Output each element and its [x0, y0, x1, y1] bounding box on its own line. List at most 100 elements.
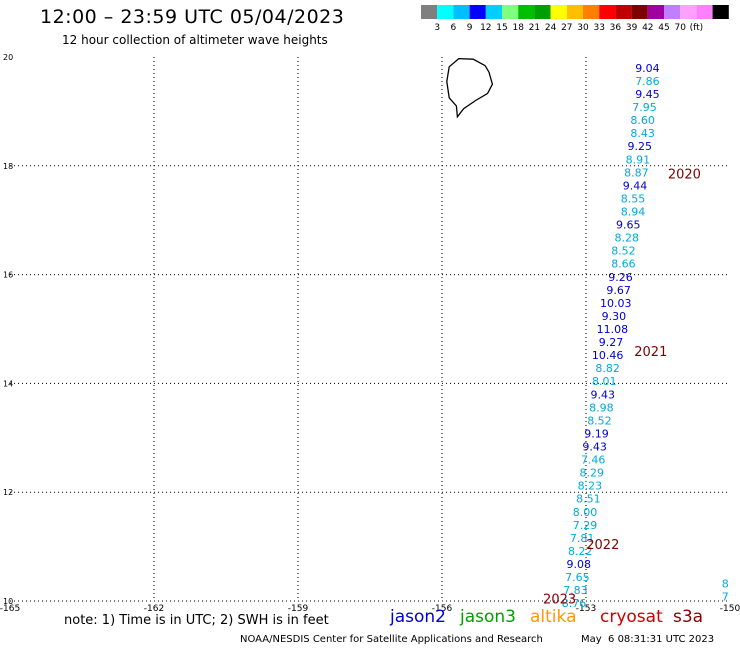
- y-tick-label: 14: [3, 379, 13, 388]
- swh-label: 8.52: [587, 414, 612, 427]
- swh-label: 8.01: [592, 375, 617, 388]
- colorbar-label: 24: [545, 23, 557, 33]
- swh-label: 8.91: [626, 153, 651, 166]
- colorbar-label: 12: [480, 23, 491, 33]
- map-subtitle: 12 hour collection of altimeter wave hei…: [62, 33, 328, 47]
- colorbar-swatch: [502, 5, 519, 19]
- legend-s3a: s3a: [673, 607, 704, 627]
- colorbar-swatch: [680, 5, 697, 19]
- swh-label: 9.67: [606, 284, 631, 297]
- y-tick-label: 16: [3, 271, 13, 280]
- x-tick-label: -165: [0, 604, 20, 614]
- colorbar-swatch: [599, 5, 616, 19]
- colorbar-swatch: [550, 5, 567, 19]
- colorbar-label: 9: [467, 23, 473, 33]
- colorbar-label: 27: [561, 23, 572, 33]
- colorbar-swatch: [469, 5, 486, 19]
- swh-label: 8.82: [595, 362, 620, 375]
- swh-label: 8.98: [589, 401, 614, 414]
- colorbar-legend: 3 6 9 12 15 18 21 24 27 30 33 36 39 42 45 70 (ft): [421, 5, 729, 33]
- x-tick-label: -162: [144, 604, 164, 614]
- swh-label: 10.46: [592, 349, 624, 362]
- legend-jason2: jason2: [390, 607, 446, 627]
- y-tick-label: 18: [3, 162, 13, 171]
- colorbar-label: 39: [626, 23, 638, 33]
- swh-label: 9.30: [602, 310, 627, 323]
- colorbar-label: 42: [642, 23, 653, 33]
- colorbar-label: 3: [434, 23, 440, 33]
- swh-label: 9.44: [623, 179, 648, 192]
- colorbar-label: 6: [451, 23, 457, 33]
- swh-label: 8.29: [580, 467, 605, 480]
- swh-label: 7.95: [632, 101, 657, 114]
- time-label: 2022: [586, 538, 619, 553]
- colorbar-label: (ft): [690, 23, 704, 33]
- units-note: note: 1) Time is in UTC; 2) SWH is in fe…: [64, 613, 329, 628]
- swh-label: 8.94: [621, 205, 646, 218]
- colorbar-label: 36: [610, 23, 622, 33]
- swh-label: 11.08: [597, 323, 629, 336]
- colorbar-swatch: [566, 5, 583, 19]
- colorbar-swatch: [647, 5, 664, 19]
- x-tick-label: -153: [576, 604, 596, 614]
- swh-label: 8: [722, 578, 729, 591]
- swh-label: 8.23: [578, 480, 603, 493]
- colorbar-label: 30: [577, 23, 589, 33]
- swh-label: 9.27: [599, 336, 624, 349]
- colorbar-swatch: [518, 5, 535, 19]
- x-tick-label: -150: [720, 604, 740, 614]
- colorbar-label: 15: [496, 23, 507, 33]
- colorbar-label: 70: [674, 23, 686, 33]
- swh-label: 8.60: [630, 114, 655, 127]
- legend-jason3: jason3: [460, 607, 516, 627]
- swh-label: 7.86: [635, 75, 660, 88]
- colorbar-swatch: [485, 5, 502, 19]
- swh-label: 10.03: [600, 297, 632, 310]
- timestamp-text: May 6 08:31:31 UTC 2023: [581, 634, 715, 645]
- colorbar-swatch: [534, 5, 551, 19]
- colorbar-swatch: [615, 5, 632, 19]
- swh-label: 8.66: [611, 258, 636, 271]
- time-label: 2021: [634, 345, 667, 360]
- y-tick-label: 20: [3, 53, 13, 62]
- swh-label: 7.65: [565, 571, 590, 584]
- swh-label: 7.46: [581, 454, 606, 467]
- swh-label: 8.55: [621, 192, 646, 205]
- swh-label: 8.76: [562, 597, 587, 610]
- swh-label: 7.81: [570, 532, 595, 545]
- colorbar-label: 18: [512, 23, 524, 33]
- swh-label: 8.43: [630, 127, 655, 140]
- swh-label: 9.43: [582, 441, 607, 454]
- coastline-hawaii: [446, 57, 494, 119]
- swh-label: 8.51: [576, 493, 601, 506]
- swh-label: 9.04: [635, 62, 660, 75]
- swh-label: 8.22: [568, 545, 593, 558]
- swh-label: 8.52: [611, 245, 636, 258]
- x-tick-label: -156: [432, 604, 453, 614]
- swh-label: 8.87: [624, 166, 649, 179]
- swh-label: 7: [722, 591, 729, 604]
- swh-label: 9.25: [628, 140, 653, 153]
- legend-altika: altika: [530, 607, 577, 627]
- colorbar-label: 33: [593, 23, 604, 33]
- colorbar-label: 45: [658, 23, 669, 33]
- colorbar-swatch: [631, 5, 648, 19]
- credit-text: NOAA/NESDIS Center for Satellite Applica…: [240, 634, 543, 645]
- swh-label: 9.08: [567, 558, 592, 571]
- swh-label: 7.83: [563, 584, 588, 597]
- swh-label: 9.43: [591, 388, 616, 401]
- colorbar-label: 21: [529, 23, 540, 33]
- colorbar-swatch: [437, 5, 454, 19]
- time-label: 2023: [543, 592, 576, 607]
- swh-label: 9.45: [635, 88, 660, 101]
- colorbar-swatch: [421, 5, 438, 19]
- swh-label: 8.28: [615, 232, 640, 245]
- colorbar-swatch: [712, 5, 729, 19]
- map-title: 12:00 – 23:59 UTC 05/04/2023: [40, 6, 345, 28]
- colorbar-swatch: [583, 5, 600, 19]
- colorbar-swatch: [453, 5, 470, 19]
- x-tick-label: -159: [288, 604, 309, 614]
- swh-label: 8.00: [573, 506, 598, 519]
- colorbar-swatch: [696, 5, 713, 19]
